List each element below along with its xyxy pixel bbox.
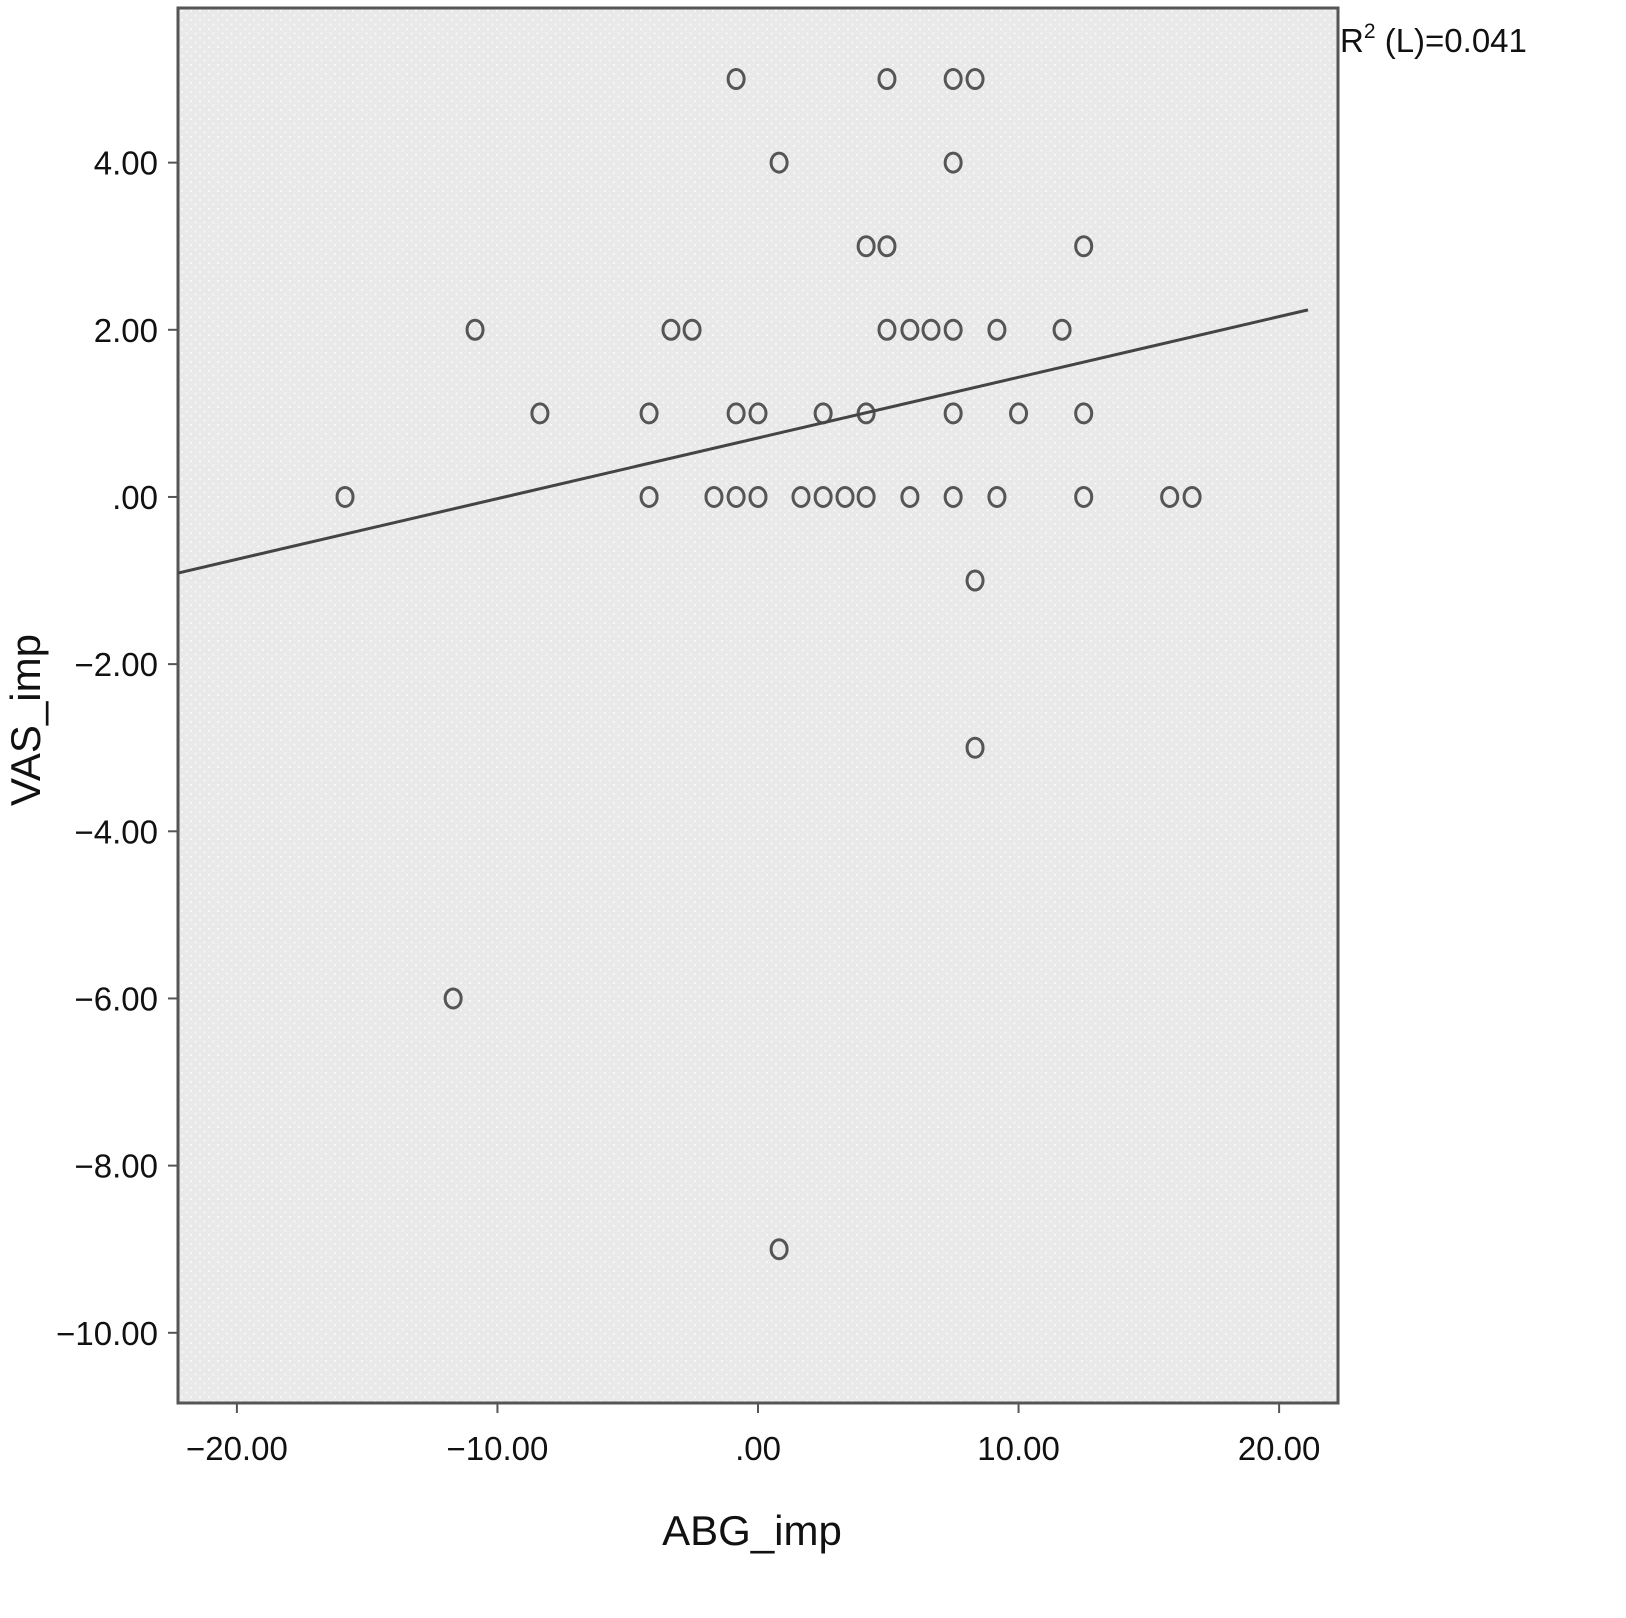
data-point <box>748 402 768 425</box>
data-point <box>877 318 897 341</box>
data-point <box>856 235 876 258</box>
data-point <box>661 318 681 341</box>
data-point <box>682 318 702 341</box>
y-tick-label: −8.00 <box>75 1148 159 1185</box>
data-point <box>965 569 985 592</box>
y-tick-label: −10.00 <box>56 1315 158 1352</box>
plot-area <box>176 6 1340 1405</box>
x-axis-label: ABG_imp <box>662 1507 842 1554</box>
data-point <box>726 68 746 91</box>
data-point <box>769 151 789 174</box>
data-point <box>987 485 1007 508</box>
data-point <box>943 151 963 174</box>
data-point <box>726 402 746 425</box>
data-point <box>769 1238 789 1261</box>
data-point <box>443 987 463 1010</box>
data-point <box>835 485 855 508</box>
data-point <box>530 402 550 425</box>
data-point <box>943 485 963 508</box>
y-tick-label: −4.00 <box>75 813 159 850</box>
data-point <box>791 485 811 508</box>
y-tick-label: .00 <box>112 479 158 516</box>
data-point <box>748 485 768 508</box>
data-point <box>1052 318 1072 341</box>
data-point <box>965 68 985 91</box>
data-point <box>1074 235 1094 258</box>
data-point <box>943 68 963 91</box>
data-point <box>1074 485 1094 508</box>
y-tick-label: 4.00 <box>94 145 158 182</box>
x-tick-label: 20.00 <box>1238 1430 1321 1467</box>
data-point <box>943 318 963 341</box>
x-tick-label: .00 <box>735 1430 781 1467</box>
data-point <box>465 318 485 341</box>
data-point <box>639 485 659 508</box>
x-tick-label: 10.00 <box>977 1430 1060 1467</box>
data-point <box>639 402 659 425</box>
data-point <box>335 485 355 508</box>
data-point <box>987 318 1007 341</box>
data-point <box>856 485 876 508</box>
data-point <box>813 485 833 508</box>
data-point <box>1182 485 1202 508</box>
r-squared-annotation: R2 (L)=0.041 <box>1340 20 1527 59</box>
data-point <box>1074 402 1094 425</box>
y-tick-label: 2.00 <box>94 312 158 349</box>
data-point <box>877 68 897 91</box>
data-point <box>726 485 746 508</box>
y-tick-label: −6.00 <box>75 980 159 1017</box>
y-tick-label: −2.00 <box>75 646 159 683</box>
x-tick-label: −10.00 <box>447 1430 549 1467</box>
data-point <box>965 736 985 759</box>
data-point <box>877 235 897 258</box>
data-point <box>900 485 920 508</box>
data-point <box>1009 402 1029 425</box>
y-axis-label: VAS_imp <box>2 634 49 806</box>
x-tick-label: −20.00 <box>186 1430 288 1467</box>
data-point <box>943 402 963 425</box>
data-point <box>1160 485 1180 508</box>
data-point <box>900 318 920 341</box>
data-point <box>921 318 941 341</box>
regression-line <box>177 308 1309 575</box>
data-point <box>704 485 724 508</box>
